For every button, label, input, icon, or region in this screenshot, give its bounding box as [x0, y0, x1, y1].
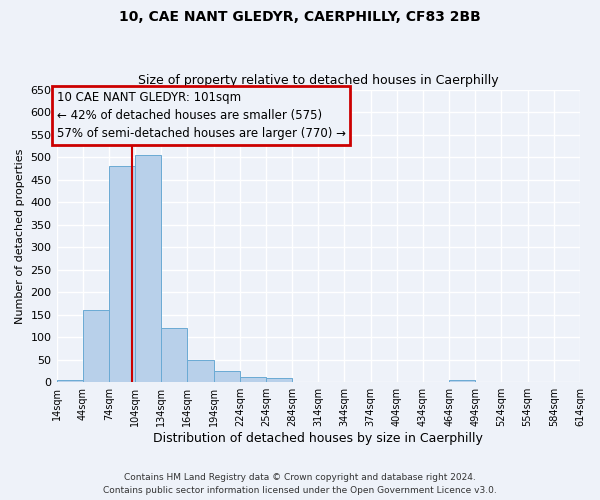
- Bar: [214, 371, 240, 382]
- Y-axis label: Number of detached properties: Number of detached properties: [15, 148, 25, 324]
- Bar: [187, 360, 214, 382]
- Text: 10, CAE NANT GLEDYR, CAERPHILLY, CF83 2BB: 10, CAE NANT GLEDYR, CAERPHILLY, CF83 2B…: [119, 10, 481, 24]
- Bar: [83, 310, 109, 382]
- Bar: [135, 155, 161, 382]
- Bar: [109, 166, 135, 382]
- Bar: [56, 380, 83, 382]
- Bar: [240, 377, 266, 382]
- X-axis label: Distribution of detached houses by size in Caerphilly: Distribution of detached houses by size …: [154, 432, 483, 445]
- Text: Contains HM Land Registry data © Crown copyright and database right 2024.
Contai: Contains HM Land Registry data © Crown c…: [103, 474, 497, 495]
- Text: 10 CAE NANT GLEDYR: 101sqm
← 42% of detached houses are smaller (575)
57% of sem: 10 CAE NANT GLEDYR: 101sqm ← 42% of deta…: [56, 91, 346, 140]
- Bar: [449, 380, 475, 382]
- Title: Size of property relative to detached houses in Caerphilly: Size of property relative to detached ho…: [138, 74, 499, 87]
- Bar: [266, 378, 292, 382]
- Bar: [161, 328, 187, 382]
